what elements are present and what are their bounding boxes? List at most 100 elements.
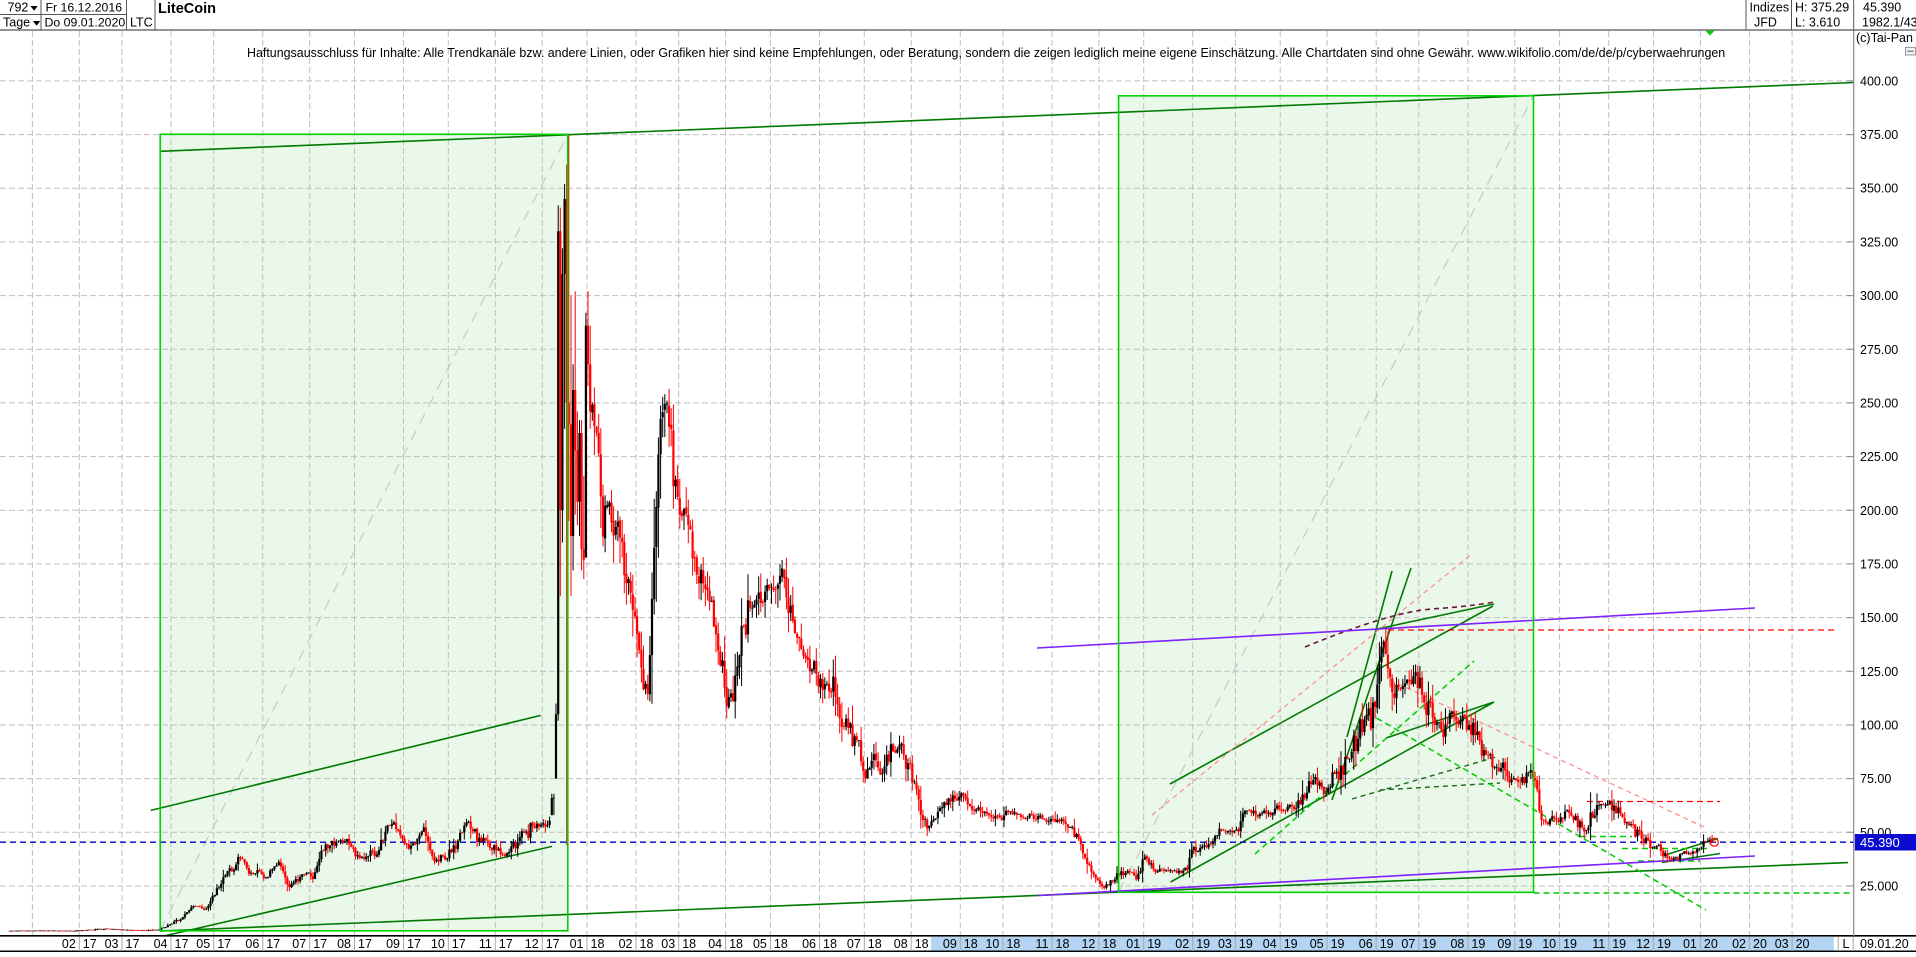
svg-text:350.00: 350.00 bbox=[1860, 182, 1898, 196]
svg-text:18: 18 bbox=[964, 937, 978, 951]
svg-text:20: 20 bbox=[1704, 937, 1718, 951]
svg-text:75.00: 75.00 bbox=[1860, 772, 1891, 786]
svg-text:17: 17 bbox=[313, 937, 327, 951]
svg-text:19: 19 bbox=[1518, 937, 1532, 951]
svg-text:06: 06 bbox=[1359, 937, 1373, 951]
svg-text:17: 17 bbox=[217, 937, 231, 951]
svg-text:375.00: 375.00 bbox=[1860, 128, 1898, 142]
svg-text:19: 19 bbox=[1284, 937, 1298, 951]
svg-text:18: 18 bbox=[591, 937, 605, 951]
svg-text:45.390: 45.390 bbox=[1860, 835, 1900, 850]
svg-text:225.00: 225.00 bbox=[1860, 450, 1898, 464]
svg-text:125.00: 125.00 bbox=[1860, 665, 1898, 679]
svg-text:03: 03 bbox=[1775, 937, 1789, 951]
svg-text:12: 12 bbox=[1636, 937, 1650, 951]
svg-text:18: 18 bbox=[823, 937, 837, 951]
svg-text:17: 17 bbox=[452, 937, 466, 951]
svg-text:19: 19 bbox=[1563, 937, 1577, 951]
svg-text:25.000: 25.000 bbox=[1860, 880, 1898, 894]
svg-text:L: 3.610: L: 3.610 bbox=[1795, 16, 1840, 30]
svg-text:19: 19 bbox=[1422, 937, 1436, 951]
svg-text:17: 17 bbox=[499, 937, 513, 951]
svg-text:18: 18 bbox=[1102, 937, 1116, 951]
svg-text:02: 02 bbox=[1732, 937, 1746, 951]
svg-text:12: 12 bbox=[1081, 937, 1095, 951]
svg-text:19: 19 bbox=[1471, 937, 1485, 951]
svg-text:18: 18 bbox=[868, 937, 882, 951]
svg-text:200.00: 200.00 bbox=[1860, 504, 1898, 518]
svg-text:03: 03 bbox=[1218, 937, 1232, 951]
svg-text:20: 20 bbox=[1796, 937, 1810, 951]
svg-text:18: 18 bbox=[774, 937, 788, 951]
svg-text:17: 17 bbox=[546, 937, 560, 951]
svg-text:07: 07 bbox=[292, 937, 306, 951]
svg-text:18: 18 bbox=[682, 937, 696, 951]
svg-text:18: 18 bbox=[1056, 937, 1070, 951]
svg-text:17: 17 bbox=[175, 937, 189, 951]
svg-text:18: 18 bbox=[1006, 937, 1020, 951]
svg-text:01: 01 bbox=[570, 937, 584, 951]
svg-text:09.01.20: 09.01.20 bbox=[1860, 937, 1909, 951]
svg-text:02: 02 bbox=[1175, 937, 1189, 951]
svg-text:L: L bbox=[1843, 937, 1850, 951]
svg-text:08: 08 bbox=[894, 937, 908, 951]
svg-text:12: 12 bbox=[525, 937, 539, 951]
svg-text:03: 03 bbox=[661, 937, 675, 951]
svg-text:06: 06 bbox=[245, 937, 259, 951]
svg-text:04: 04 bbox=[1263, 937, 1277, 951]
svg-text:300.00: 300.00 bbox=[1860, 289, 1898, 303]
svg-text:19: 19 bbox=[1331, 937, 1345, 951]
svg-text:02: 02 bbox=[619, 937, 633, 951]
svg-text:(c)Tai-Pan: (c)Tai-Pan bbox=[1856, 31, 1913, 45]
svg-text:05: 05 bbox=[196, 937, 210, 951]
svg-text:04: 04 bbox=[708, 937, 722, 951]
svg-text:09: 09 bbox=[386, 937, 400, 951]
svg-text:45.390: 45.390 bbox=[1863, 1, 1901, 15]
svg-text:Fr 16.12.2016: Fr 16.12.2016 bbox=[46, 1, 123, 15]
svg-text:01: 01 bbox=[1683, 937, 1697, 951]
svg-text:17: 17 bbox=[266, 937, 280, 951]
svg-text:H: 375.29: H: 375.29 bbox=[1795, 1, 1849, 15]
svg-text:19: 19 bbox=[1380, 937, 1394, 951]
svg-text:06: 06 bbox=[802, 937, 816, 951]
svg-text:09: 09 bbox=[1497, 937, 1511, 951]
svg-text:792: 792 bbox=[8, 1, 29, 15]
svg-text:19: 19 bbox=[1612, 937, 1626, 951]
svg-text:11: 11 bbox=[1592, 937, 1605, 951]
svg-text:09: 09 bbox=[943, 937, 957, 951]
svg-text:Indizes: Indizes bbox=[1750, 1, 1790, 15]
svg-text:17: 17 bbox=[358, 937, 372, 951]
svg-text:10: 10 bbox=[985, 937, 999, 951]
svg-text:08: 08 bbox=[337, 937, 351, 951]
svg-text:08: 08 bbox=[1450, 937, 1464, 951]
svg-text:01: 01 bbox=[1126, 937, 1140, 951]
svg-text:19: 19 bbox=[1196, 937, 1210, 951]
svg-text:275.00: 275.00 bbox=[1860, 343, 1898, 357]
svg-text:400.00: 400.00 bbox=[1860, 74, 1898, 88]
svg-text:11: 11 bbox=[479, 937, 492, 951]
svg-text:JFD: JFD bbox=[1754, 16, 1777, 30]
svg-text:Haftungsausschluss für Inhalte: Haftungsausschluss für Inhalte: Alle Tre… bbox=[247, 46, 1725, 60]
svg-text:19: 19 bbox=[1239, 937, 1253, 951]
svg-text:LTC: LTC bbox=[130, 16, 153, 30]
svg-text:10: 10 bbox=[1542, 937, 1556, 951]
svg-text:07: 07 bbox=[1401, 937, 1415, 951]
svg-text:05: 05 bbox=[753, 937, 767, 951]
svg-text:07: 07 bbox=[847, 937, 861, 951]
svg-text:Do 09.01.2020: Do 09.01.2020 bbox=[45, 16, 126, 30]
svg-text:10: 10 bbox=[431, 937, 445, 951]
svg-text:17: 17 bbox=[83, 937, 97, 951]
svg-text:05: 05 bbox=[1310, 937, 1324, 951]
svg-text:20: 20 bbox=[1753, 937, 1767, 951]
svg-text:150.00: 150.00 bbox=[1860, 611, 1898, 625]
svg-text:19: 19 bbox=[1657, 937, 1671, 951]
svg-text:11: 11 bbox=[1036, 937, 1049, 951]
svg-text:02: 02 bbox=[62, 937, 76, 951]
svg-text:Tage: Tage bbox=[3, 16, 30, 30]
svg-text:18: 18 bbox=[729, 937, 743, 951]
svg-text:175.00: 175.00 bbox=[1860, 557, 1898, 571]
svg-text:18: 18 bbox=[640, 937, 654, 951]
svg-text:03: 03 bbox=[105, 937, 119, 951]
svg-text:19: 19 bbox=[1147, 937, 1161, 951]
svg-text:18: 18 bbox=[915, 937, 929, 951]
